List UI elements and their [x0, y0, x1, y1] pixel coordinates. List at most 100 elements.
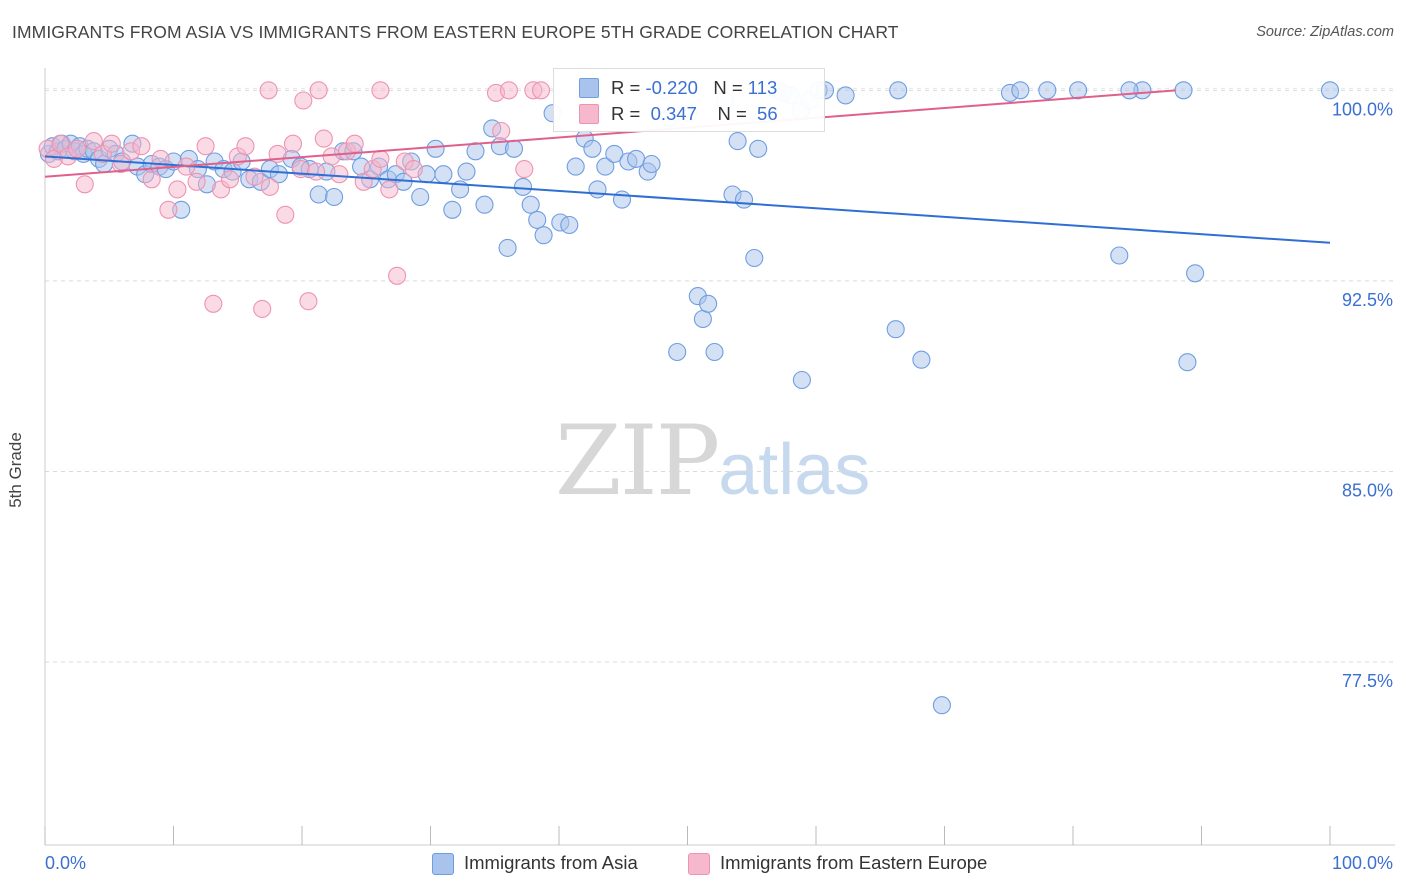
- asia-point: [583, 139, 602, 158]
- europe-point: [204, 294, 223, 313]
- asia-point: [1178, 353, 1197, 372]
- asia-point: [1069, 81, 1088, 100]
- asia-point: [498, 238, 517, 257]
- asia-point: [1011, 81, 1030, 100]
- source-label: Source: ZipAtlas.com: [1256, 24, 1394, 40]
- asia-point: [886, 320, 905, 339]
- europe-point: [330, 165, 349, 184]
- asia-point: [889, 81, 908, 100]
- europe-point: [245, 167, 264, 186]
- europe-point: [196, 137, 215, 156]
- europe-point: [531, 81, 551, 100]
- y-tick-label: 77.5%: [1342, 671, 1393, 691]
- europe-point: [345, 134, 364, 153]
- asia-point: [1038, 81, 1057, 100]
- bottom-legend-label-europe: Immigrants from Eastern Europe: [720, 852, 988, 873]
- asia-point: [457, 162, 476, 181]
- bottom-legend-swatch-europe: [688, 853, 710, 875]
- europe-point: [380, 180, 399, 199]
- asia-point: [792, 370, 811, 390]
- europe-point: [404, 160, 423, 179]
- europe-point: [187, 172, 206, 191]
- asia-point: [693, 309, 712, 329]
- asia-point: [1110, 246, 1129, 265]
- asia-point: [521, 195, 540, 214]
- asia-point: [411, 187, 430, 207]
- legend-swatch-asia: [579, 78, 599, 98]
- watermark: ZIPatlas: [555, 405, 870, 517]
- asia-point: [1120, 81, 1139, 100]
- europe-point: [259, 81, 278, 100]
- axes: [44, 68, 1395, 846]
- europe-point: [253, 299, 272, 318]
- watermark-zip: ZIP: [555, 405, 720, 517]
- europe-point: [388, 266, 407, 285]
- europe-point: [142, 170, 161, 189]
- asia-point: [426, 139, 445, 158]
- x-tick-label: 100.0%: [1332, 853, 1393, 873]
- europe-point: [515, 160, 534, 179]
- europe-point: [299, 292, 318, 311]
- trend-lines: [44, 89, 1331, 244]
- europe-point: [276, 205, 295, 224]
- legend-n-label: N =: [717, 103, 747, 124]
- europe-point: [75, 175, 94, 194]
- asia-point: [836, 86, 855, 105]
- asia-point: [504, 139, 524, 158]
- europe-point: [314, 129, 333, 148]
- europe-point: [68, 139, 87, 158]
- asia-point: [475, 195, 494, 214]
- legend-r-label: R =: [611, 103, 641, 124]
- asia-point: [566, 157, 585, 176]
- asia-point: [605, 144, 624, 163]
- europe-point: [236, 137, 255, 156]
- europe-point: [309, 81, 328, 100]
- y-tick-label: 100.0%: [1332, 99, 1393, 119]
- tick-labels: 77.5% 85.0% 92.5% 100.0% 0.0% 100.0%: [45, 99, 1393, 873]
- asia-point: [705, 342, 724, 362]
- asia-point: [932, 696, 951, 715]
- europe-point: [159, 200, 178, 219]
- legend-r-europe: 0.347: [650, 103, 697, 124]
- europe-trend-line: [44, 89, 1176, 178]
- europe-point: [260, 177, 279, 196]
- asia-point: [325, 187, 344, 207]
- correlation-legend: R = -0.220 N = 113 R = 0.347 N = 56: [553, 68, 825, 132]
- asia-point: [728, 132, 747, 151]
- asia-point: [1174, 81, 1193, 100]
- europe-point: [291, 160, 310, 179]
- x-tick-label: 0.0%: [45, 853, 86, 873]
- europe-point: [132, 137, 151, 156]
- asia-point: [513, 177, 533, 196]
- asia-point: [699, 294, 718, 313]
- asia-point: [745, 248, 764, 268]
- legend-r-label: R =: [611, 77, 641, 98]
- y-tick-label: 92.5%: [1342, 290, 1393, 310]
- asia-point: [642, 154, 661, 174]
- asia-point: [534, 226, 553, 245]
- europe-point: [102, 134, 121, 153]
- y-tick-label: 85.0%: [1342, 480, 1393, 500]
- legend-n-label: N =: [713, 77, 743, 98]
- asia-point: [596, 157, 615, 176]
- europe-point: [307, 162, 326, 181]
- asia-point: [434, 165, 453, 184]
- europe-point: [283, 134, 303, 153]
- europe-point: [294, 91, 313, 110]
- legend-n-asia: 113: [747, 77, 778, 98]
- bottom-legend-label-asia: Immigrants from Asia: [464, 852, 638, 873]
- watermark-atlas: atlas: [718, 430, 871, 510]
- europe-point: [371, 81, 390, 100]
- europe-point: [499, 81, 518, 100]
- europe-point: [220, 170, 240, 189]
- europe-point: [492, 121, 511, 141]
- chart-title: IMMIGRANTS FROM ASIA VS IMMIGRANTS FROM …: [12, 22, 899, 42]
- legend-n-europe: 56: [757, 103, 778, 124]
- asia-point: [466, 142, 485, 161]
- legend-r-asia: -0.220: [645, 77, 698, 98]
- asia-point: [309, 185, 328, 204]
- europe-point: [371, 149, 390, 168]
- asia-point: [443, 200, 462, 219]
- asia-point: [749, 139, 768, 158]
- europe-point: [322, 147, 341, 166]
